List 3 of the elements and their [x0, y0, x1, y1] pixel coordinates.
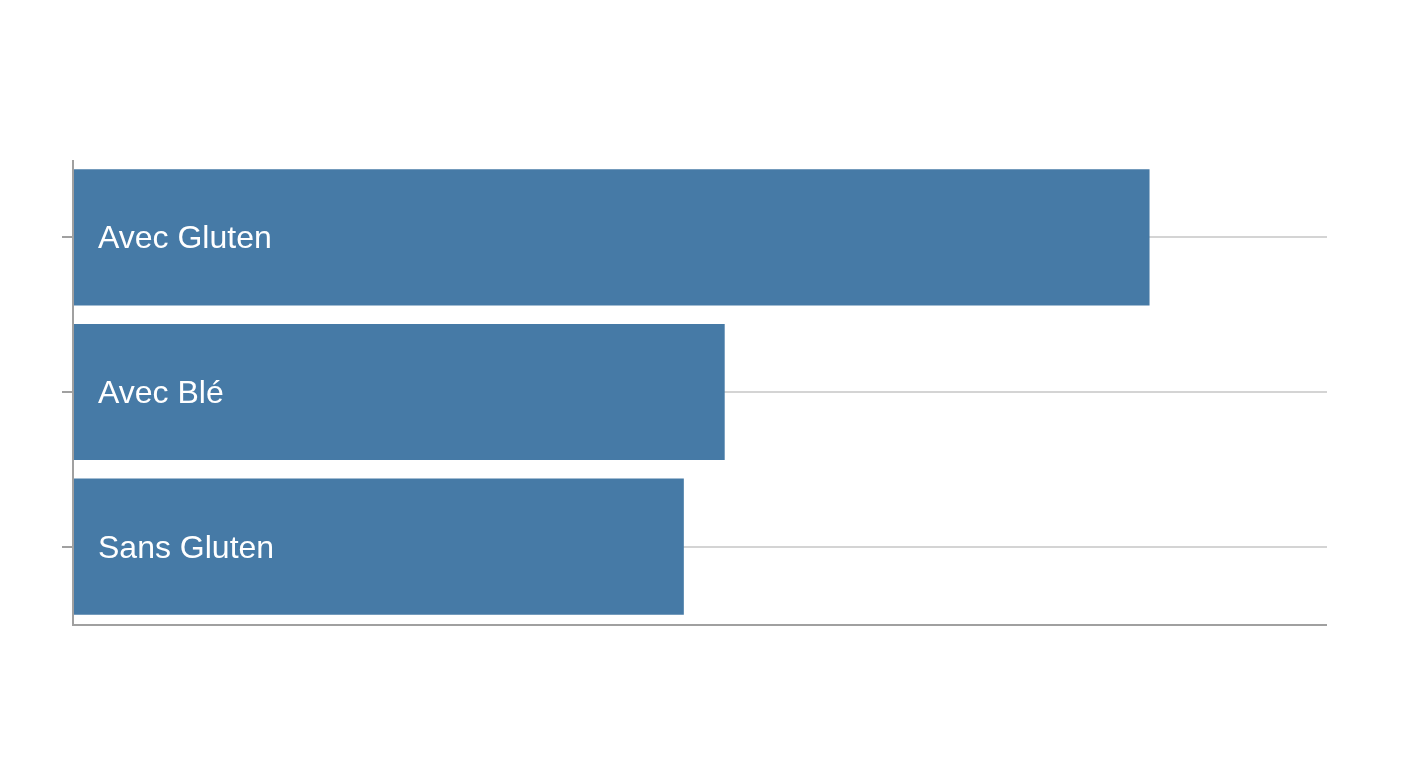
y-tick-label: Avec Gluten	[98, 219, 272, 255]
y-tick-label: Avec Blé	[98, 374, 224, 410]
y-tick-label: Sans Gluten	[98, 529, 275, 565]
